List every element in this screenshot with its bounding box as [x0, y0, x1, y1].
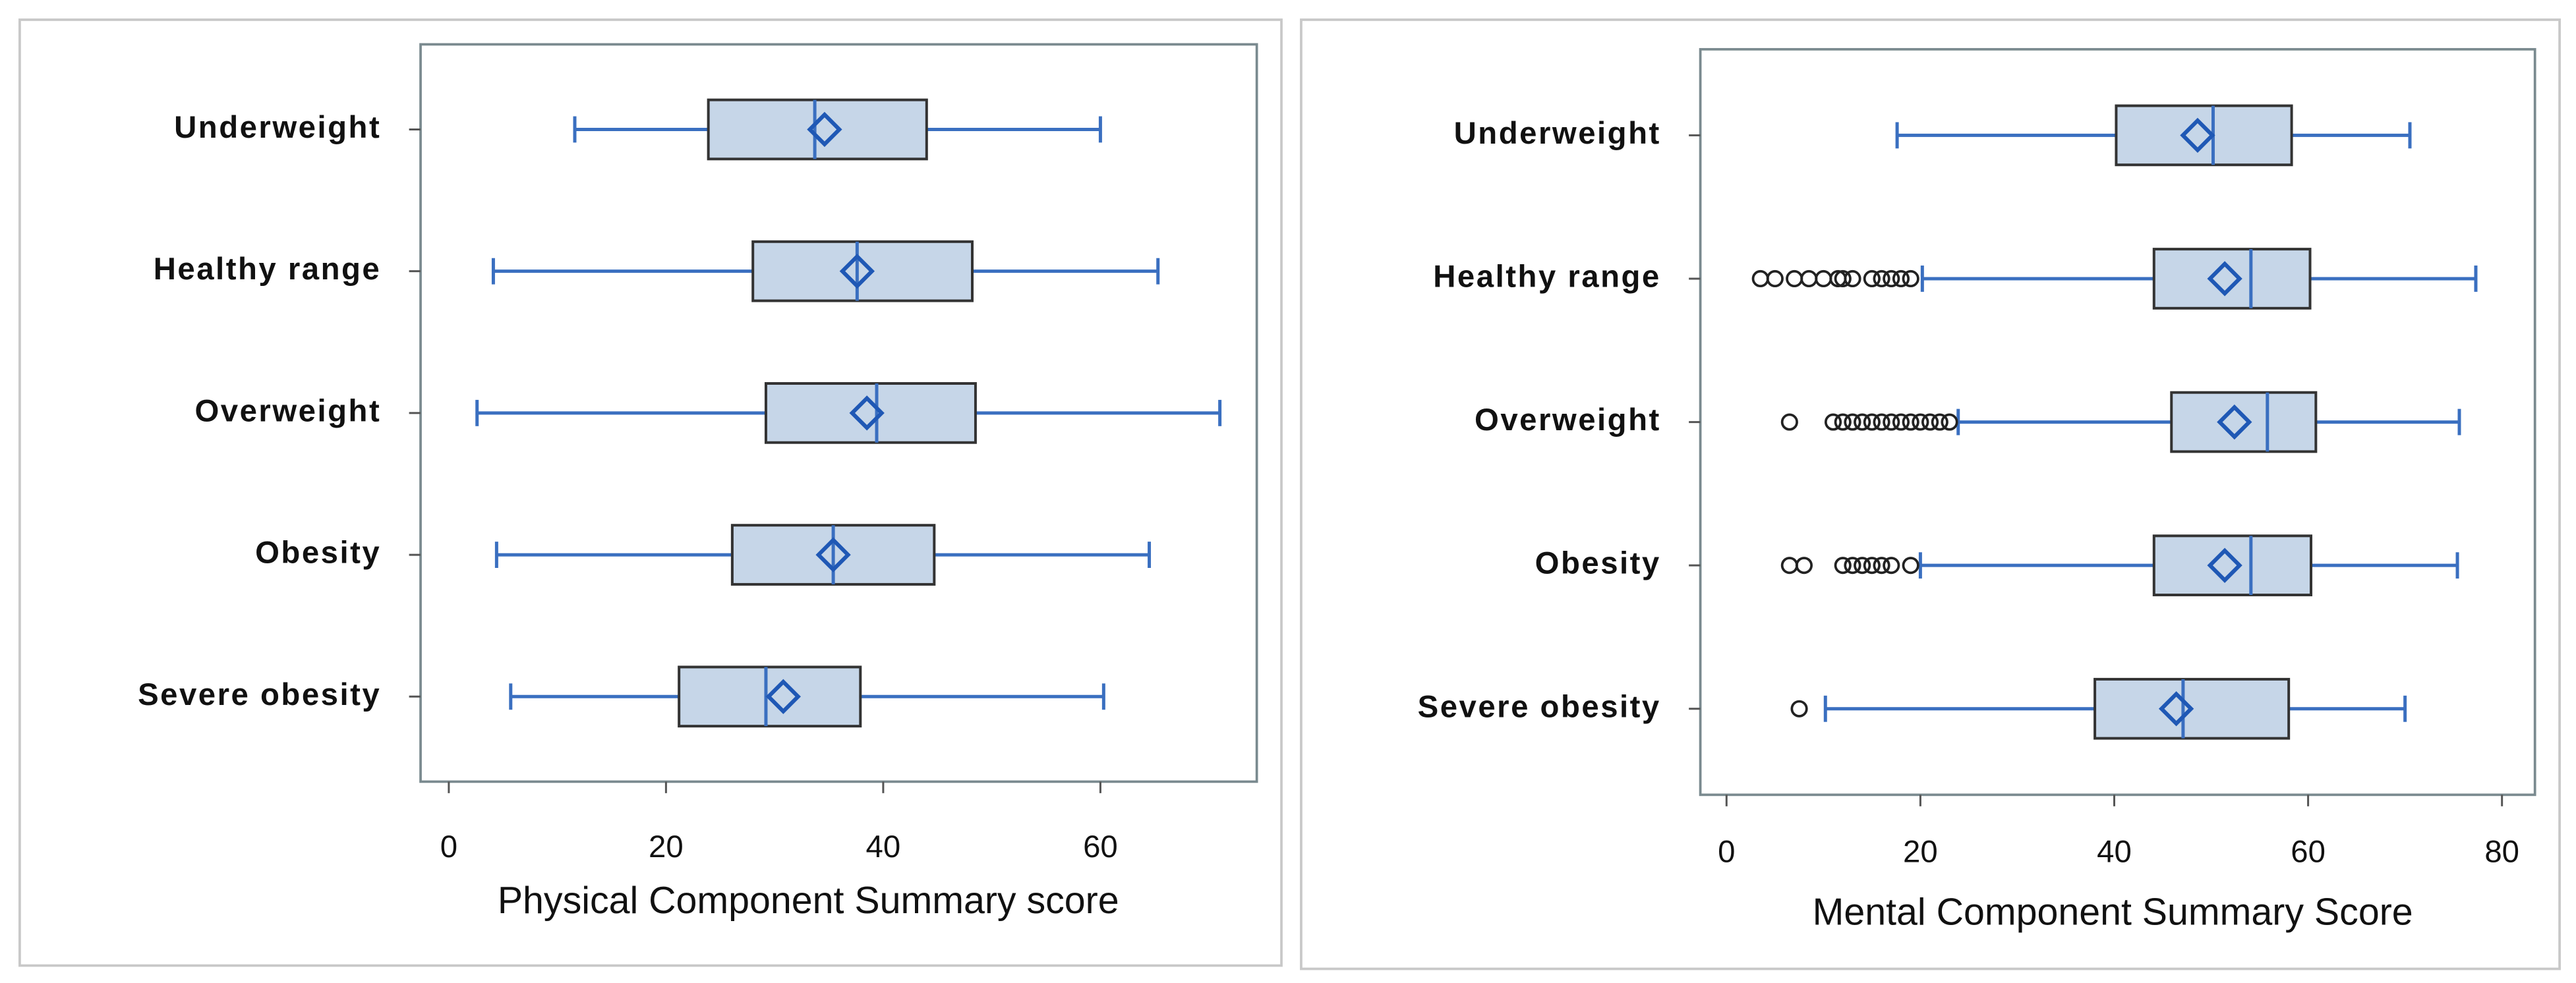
box: [751, 240, 974, 302]
box: [2093, 677, 2291, 740]
category-label: Healthy range: [1433, 259, 1661, 294]
outlier: [1902, 413, 1919, 431]
outlier: [1834, 269, 1852, 288]
outlier: [1834, 413, 1852, 431]
x-axis-label: Mental Component Summary Score: [1813, 891, 2413, 933]
outlier: [1873, 557, 1890, 575]
category-label: Underweight: [1454, 116, 1661, 151]
category-label: Underweight: [174, 110, 381, 145]
box: [678, 665, 862, 728]
outlier: [1844, 557, 1861, 575]
box: [2152, 534, 2312, 597]
x-tick-label: 60: [1083, 829, 1118, 864]
category-label: Severe obesity: [138, 677, 381, 712]
outlier: [1800, 269, 1818, 288]
outlier: [1892, 413, 1910, 431]
x-tick-label: 40: [866, 829, 901, 864]
outlier: [1790, 700, 1808, 717]
mean-marker: [815, 537, 851, 573]
box: [2152, 248, 2312, 310]
outlier: [1780, 413, 1798, 431]
outlier: [1941, 413, 1958, 431]
outlier: [1780, 557, 1798, 575]
mean-marker: [2158, 691, 2194, 727]
mean-marker: [2217, 404, 2252, 440]
mean-marker: [2207, 261, 2242, 296]
category-label: Overweight: [1475, 403, 1661, 437]
outlier: [1863, 413, 1881, 431]
outlier: [1786, 269, 1803, 288]
outlier: [1883, 557, 1900, 575]
box: [2170, 391, 2318, 453]
outlier: [1892, 269, 1910, 288]
outlier: [1844, 413, 1861, 431]
panel-border: [18, 18, 1283, 967]
outlier: [1766, 269, 1784, 288]
outlier: [1815, 269, 1832, 288]
outlier: [1854, 557, 1871, 575]
box: [2115, 104, 2293, 167]
outlier: [1912, 413, 1929, 431]
outlier: [1863, 557, 1881, 575]
mean-marker: [2180, 117, 2215, 154]
outlier: [1902, 557, 1919, 575]
outlier: [1873, 413, 1890, 431]
outlier: [1931, 413, 1948, 431]
category-label: Obesity: [1535, 546, 1661, 581]
x-tick-label: 20: [1903, 835, 1938, 870]
x-axis-label: Physical Component Summary score: [498, 880, 1119, 922]
x-tick-label: 40: [2097, 835, 2132, 870]
outlier: [1883, 413, 1900, 431]
outlier: [1883, 269, 1900, 288]
x-tick-label: 60: [2291, 835, 2326, 870]
outlier: [1902, 269, 1919, 288]
outlier: [1921, 413, 1939, 431]
panel-border: [1300, 18, 2561, 970]
category-label: Overweight: [194, 393, 381, 428]
outlier: [1863, 269, 1881, 288]
x-tick-label: 20: [649, 829, 684, 864]
outlier: [1824, 413, 1842, 431]
mean-marker: [765, 679, 801, 714]
box: [764, 382, 977, 444]
mean-marker: [2207, 548, 2242, 583]
outlier: [1854, 413, 1871, 431]
outlier: [1751, 269, 1769, 288]
outlier: [1844, 269, 1861, 288]
outlier: [1834, 557, 1852, 575]
mean-marker: [849, 395, 885, 431]
category-label: Healthy range: [154, 252, 382, 287]
mean-marker: [807, 111, 842, 148]
category-label: Severe obesity: [1418, 689, 1661, 724]
outlier: [1795, 557, 1813, 575]
x-tick-label: 0: [1718, 835, 1735, 870]
category-label: Obesity: [255, 536, 381, 571]
outlier: [1873, 269, 1890, 288]
x-tick-label: 0: [440, 829, 457, 864]
box: [707, 98, 928, 161]
mean-marker: [839, 254, 875, 289]
x-tick-label: 80: [2484, 835, 2519, 870]
